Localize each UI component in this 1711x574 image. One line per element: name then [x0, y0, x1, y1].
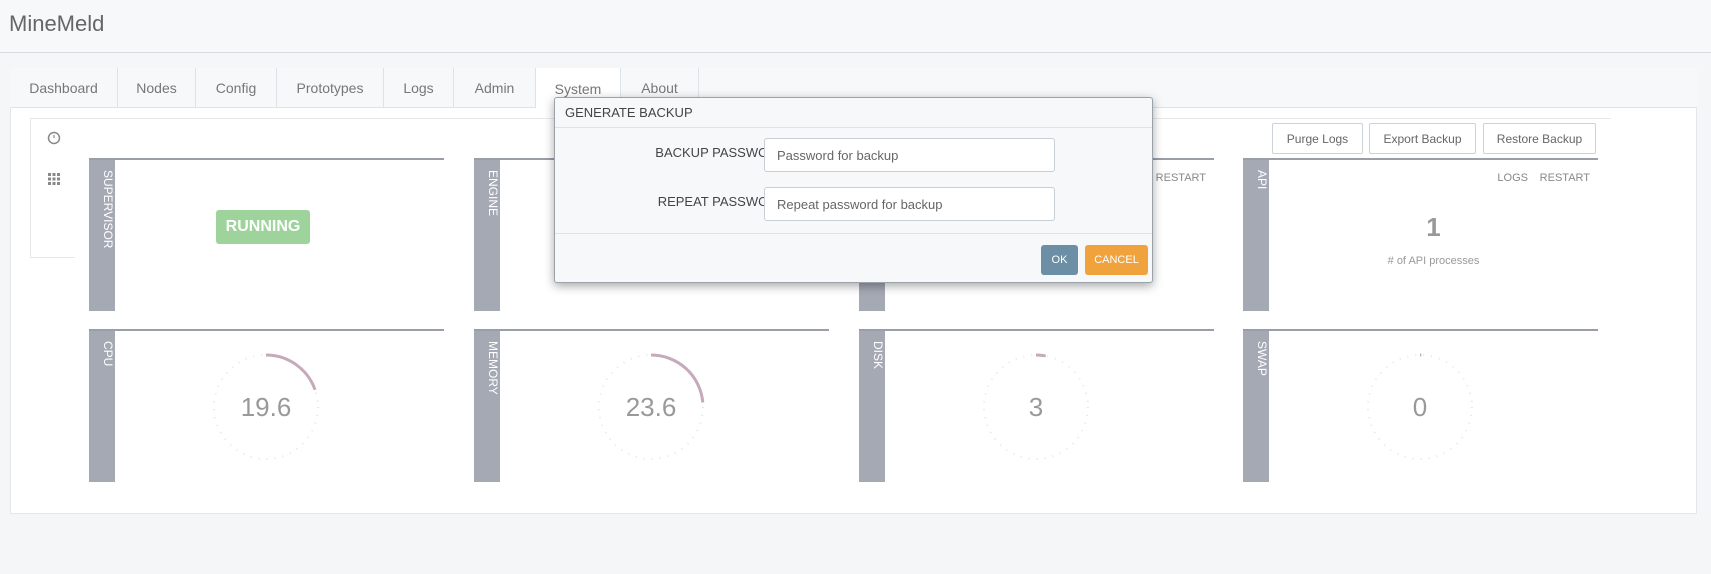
tab[interactable]: Nodes	[118, 68, 196, 108]
status-badge: RUNNING	[216, 210, 310, 244]
repeat-password-input[interactable]: Repeat password for backup	[764, 187, 1055, 221]
cancel-button[interactable]: CANCEL	[1085, 245, 1148, 275]
panel-action[interactable]: RESTART	[1539, 172, 1590, 184]
toolbar-button[interactable]: Export Backup	[1369, 123, 1476, 154]
status-panel: API LOGS RESTART 1 # of API processes	[1243, 158, 1598, 311]
divider	[555, 233, 1152, 234]
sidebar-icons	[47, 131, 61, 185]
gauge-ring	[1367, 354, 1473, 460]
gauge-arc	[265, 353, 317, 391]
panel-caption: # of API processes	[1387, 255, 1480, 267]
panel-label: DISK	[859, 331, 885, 482]
gauge-value: 23.6	[626, 392, 677, 422]
grid-icon[interactable]	[48, 173, 60, 185]
panel-label: SWAP	[1243, 331, 1269, 482]
modal-title: GENERATE BACKUP	[565, 105, 693, 120]
panel-label: API	[1243, 160, 1269, 311]
field-label: REPEAT PASSWORD	[657, 194, 787, 209]
ok-button[interactable]: OK	[1041, 245, 1078, 275]
gauge-arc	[650, 353, 705, 403]
gauge: 0	[1367, 353, 1473, 460]
gauge-arc	[1035, 353, 1047, 358]
gauge-panel: CPU 19.6	[89, 329, 444, 482]
field-label: BACKUP PASSWORD	[655, 145, 787, 160]
tab[interactable]: Dashboard	[10, 68, 118, 108]
password-input[interactable]: Password for backup	[764, 138, 1055, 172]
panel-action[interactable]: LOGS	[1497, 172, 1528, 184]
gauge-ring	[983, 354, 1089, 460]
panel-label: SUPERVISOR	[89, 160, 115, 311]
gauge-value: 19.6	[241, 392, 292, 422]
clock-icon[interactable]	[47, 131, 61, 145]
modal: GENERATE BACKUP BACKUP PASSWORD Password…	[554, 97, 1153, 283]
gauge-ring	[213, 354, 319, 460]
gauge-panel: SWAP 0	[1243, 329, 1598, 482]
tab[interactable]: Config	[196, 68, 277, 108]
gauge: 23.6	[598, 353, 705, 460]
sidebar	[30, 118, 75, 258]
gauge: 19.6	[213, 353, 319, 460]
gauge-value: 0	[1413, 392, 1427, 422]
panel-label: ENGINE	[474, 160, 500, 311]
toolbar-button[interactable]: Purge Logs	[1272, 123, 1363, 154]
tab[interactable]: Logs	[384, 68, 454, 108]
gauge-panel: DISK 3	[859, 329, 1214, 482]
panel-label: CPU	[89, 331, 115, 482]
tab[interactable]: About	[621, 68, 699, 108]
gauge: 3	[983, 353, 1089, 460]
toolbar-button[interactable]: Restore Backup	[1483, 123, 1596, 154]
tab[interactable]: Prototypes	[277, 68, 384, 108]
app-title[interactable]: MineMeld	[9, 11, 105, 36]
gauge-panel: MEMORY 23.6	[474, 329, 829, 482]
header	[0, 0, 1711, 53]
panel-action[interactable]: RESTART	[1155, 172, 1206, 184]
tab[interactable]: Admin	[454, 68, 536, 108]
divider	[555, 127, 1152, 128]
gauge-ring	[598, 354, 704, 460]
status-panel: SUPERVISOR RUNNING	[89, 158, 444, 311]
panel-value: 1	[1426, 212, 1441, 242]
panel-label: MEMORY	[474, 331, 500, 482]
gauge-value: 3	[1029, 392, 1043, 422]
